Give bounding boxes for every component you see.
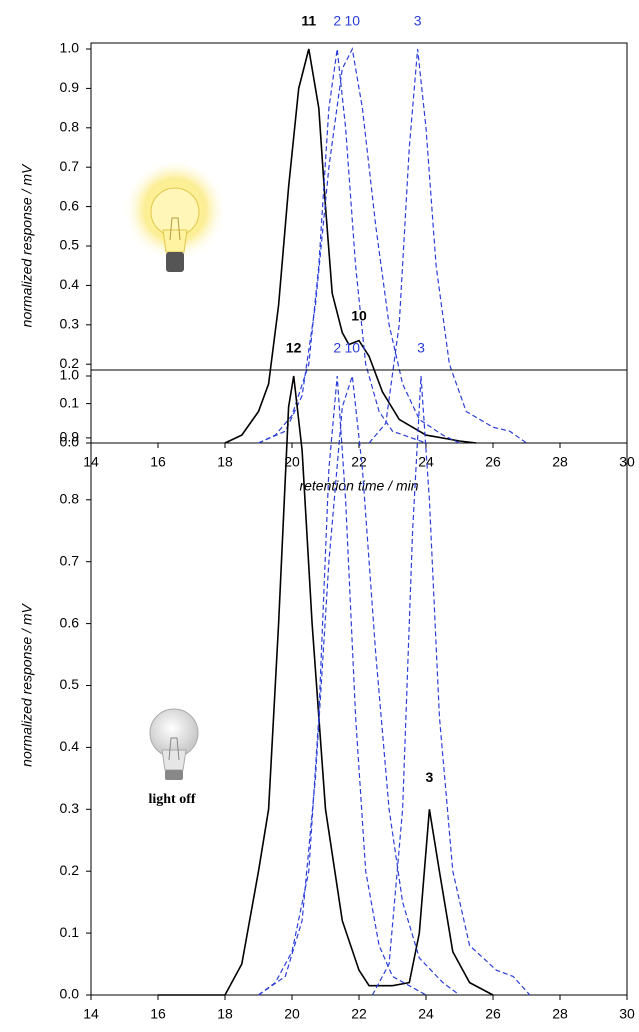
series-line: [368, 48, 527, 444]
x-tick-label: 24: [418, 1006, 434, 1022]
y-tick-label: 0.0: [60, 434, 80, 450]
x-tick-label: 20: [284, 1006, 300, 1022]
y-axis-label: normalized response / mV: [19, 163, 35, 327]
y-tick-label: 0.0: [60, 986, 80, 1002]
y-tick-label: 0.3: [60, 316, 80, 332]
y-tick-label: 0.5: [60, 676, 80, 692]
y-tick-label: 0.2: [60, 862, 80, 878]
y-tick-label: 0.4: [60, 276, 80, 292]
y-tick-label: 0.3: [60, 800, 80, 816]
x-tick-label: 18: [217, 454, 233, 470]
y-tick-label: 0.6: [60, 197, 80, 213]
peak-label: 12: [286, 340, 302, 356]
y-tick-label: 0.8: [60, 119, 80, 135]
peak-label: 3: [417, 340, 425, 356]
series-line: [258, 47, 460, 444]
series-line: [258, 48, 427, 444]
x-tick-label: 14: [83, 1006, 99, 1022]
peak-label: 10: [345, 340, 361, 356]
series-line: [371, 375, 531, 996]
x-tick-label: 20: [284, 454, 300, 470]
series-line: [258, 375, 460, 996]
x-tick-label: 28: [552, 454, 568, 470]
peak-label: 11: [301, 13, 316, 29]
annotation: 3: [425, 769, 433, 785]
x-tick-label: 22: [351, 454, 367, 470]
y-tick-label: 0.8: [60, 491, 80, 507]
x-tick-label: 22: [351, 1006, 367, 1022]
series-line: [158, 375, 494, 996]
series-line: [258, 375, 427, 996]
peak-label: 3: [414, 13, 422, 29]
y-tick-label: 0.1: [60, 924, 80, 940]
x-tick-label: 16: [150, 454, 166, 470]
x-axis-label: retention time / min: [299, 1030, 418, 1032]
x-tick-label: 28: [552, 1006, 568, 1022]
x-axis-label: retention time / min: [299, 478, 418, 494]
annotation: 10: [351, 308, 367, 324]
y-tick-label: 0.2: [60, 355, 80, 371]
y-axis-label: normalized response / mV: [19, 603, 35, 767]
peak-label: 10: [345, 13, 361, 29]
y-tick-label: 0.6: [60, 614, 80, 630]
x-tick-label: 24: [418, 454, 434, 470]
x-tick-label: 18: [217, 1006, 233, 1022]
y-tick-label: 0.4: [60, 738, 80, 754]
y-tick-label: 1.0: [60, 40, 80, 56]
y-tick-label: 0.7: [60, 158, 80, 174]
y-tick-label: 0.1: [60, 394, 80, 410]
x-tick-label: 26: [485, 454, 501, 470]
inset-label: light off: [148, 792, 195, 807]
bulb-on: [123, 163, 227, 272]
x-tick-label: 30: [619, 1006, 635, 1022]
y-tick-label: 0.5: [60, 237, 80, 253]
peak-label: 2: [333, 13, 341, 29]
x-tick-label: 16: [150, 1006, 166, 1022]
x-tick-label: 26: [485, 1006, 501, 1022]
y-tick-label: 0.9: [60, 79, 80, 95]
y-tick-label: 0.7: [60, 552, 80, 568]
y-tick-label: 1.0: [60, 367, 80, 383]
series-line: [224, 48, 477, 444]
peak-label: 2: [333, 340, 341, 356]
y-tick-label: 0.9: [60, 429, 80, 445]
bulb-off: [149, 708, 199, 780]
